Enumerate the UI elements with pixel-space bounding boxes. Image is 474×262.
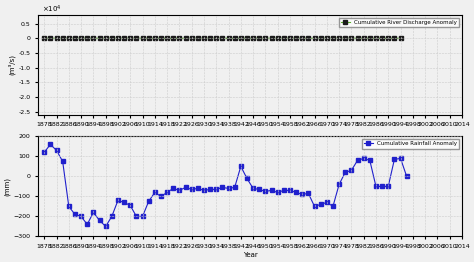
- Y-axis label: (mm): (mm): [4, 177, 11, 196]
- Text: $\times10^4$: $\times10^4$: [42, 4, 62, 15]
- Y-axis label: (m³/s): (m³/s): [8, 54, 16, 75]
- Legend: Cumulative River Discharge Anomaly: Cumulative River Discharge Anomaly: [339, 18, 459, 27]
- Legend: Cumulative Rainfall Anomaly: Cumulative Rainfall Anomaly: [362, 139, 459, 149]
- X-axis label: Year: Year: [243, 252, 257, 258]
